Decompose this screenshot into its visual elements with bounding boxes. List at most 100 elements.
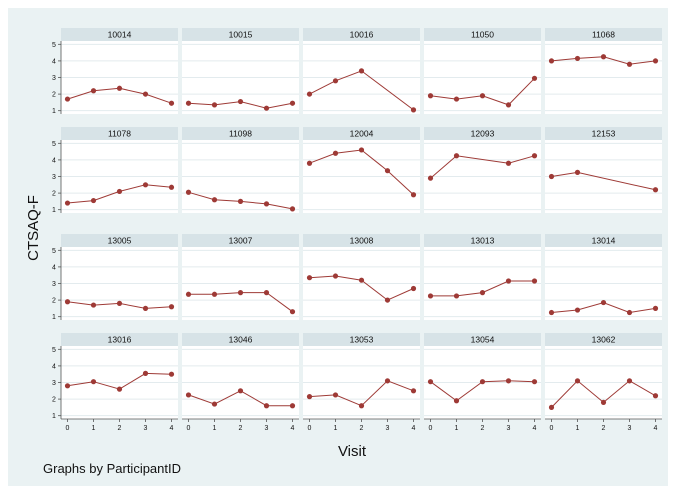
panel-12153: 12153 [545,127,662,213]
x-tick-label: 4 [291,425,295,432]
x-tick-label: 4 [533,425,537,432]
panel-header [182,127,299,140]
panel-13008: 13008 [303,234,420,320]
y-tick-label: 5 [52,141,56,148]
x-tick-label: 3 [265,425,269,432]
panel-title: 10015 [229,30,253,40]
x-tick-label: 0 [308,425,312,432]
data-point [263,403,270,409]
data-point [574,169,581,175]
y-tick-label: 1 [52,314,56,321]
panel-title: 13007 [229,236,253,246]
panel-header [303,333,420,346]
data-point [142,182,149,188]
data-point [574,378,581,384]
panel-header [545,333,662,346]
panel-header [424,333,541,346]
data-point [185,392,192,398]
data-point [652,393,659,399]
panel-10014: 10014 1 2 3 4 5 [52,28,178,115]
panel-header [303,127,420,140]
data-point [332,392,339,398]
x-tick-label: 1 [213,425,217,432]
panel-10016: 10016 [303,28,420,114]
data-point [168,100,175,106]
data-point [142,305,149,311]
data-point [358,403,365,409]
y-tick-label: 5 [52,248,56,255]
x-tick-label: 4 [654,425,658,432]
data-point [410,388,417,394]
data-point [600,399,607,406]
data-point [427,93,434,99]
panel-13053: 13053 0 1 2 3 4 [303,333,420,432]
chart-footnote: Graphs by ParticipantID [43,461,182,476]
data-point [548,404,555,410]
panel-header [424,234,541,247]
data-point [64,200,71,206]
panel-13014: 13014 [545,234,662,320]
data-point [185,100,192,106]
panel-header [545,234,662,247]
data-point [358,277,365,283]
data-point [652,305,659,311]
data-point [479,93,486,99]
x-tick-label: 1 [455,425,459,432]
x-tick-label: 1 [334,425,338,432]
y-tick-label: 3 [52,174,56,181]
panel-title: 12093 [471,129,495,139]
panel-13016: 13016 1 2 3 4 5 0 1 2 3 4 [52,333,178,432]
data-point [211,401,218,407]
data-point [453,293,460,299]
panel-title: 13054 [471,335,495,345]
data-point [289,309,296,315]
data-point [358,68,365,74]
data-point [90,88,97,94]
panel-header [424,28,541,41]
data-point [453,398,460,404]
panel-header [303,234,420,247]
x-axis-title: Visit [338,443,367,460]
y-tick-label: 4 [52,363,56,370]
data-point [90,197,97,204]
data-point [142,370,149,376]
panel-12004: 12004 [303,127,420,213]
data-point [90,302,97,308]
panel-title: 13013 [471,236,495,246]
data-point [64,299,71,305]
data-point [479,290,486,296]
x-tick-label: 4 [170,425,174,432]
data-point [427,293,434,299]
panel-title: 11078 [108,129,131,139]
data-point [505,160,512,166]
data-point [116,85,123,91]
panel-title: 13053 [350,335,374,345]
series-line [309,70,414,111]
y-tick-label: 1 [52,108,56,115]
data-point [116,386,123,392]
data-point [237,198,244,204]
data-point [211,102,218,108]
data-point [531,379,538,385]
data-point [531,75,538,81]
data-point [548,309,555,316]
panel-title: 10016 [350,30,374,40]
data-point [185,189,192,195]
panel-title: 13046 [229,335,253,345]
data-point [237,290,244,296]
y-tick-label: 2 [52,191,56,198]
x-tick-label: 1 [576,425,580,432]
panel-title: 11098 [229,129,252,139]
data-point [289,206,296,212]
data-point [531,278,538,284]
x-tick-label: 2 [481,425,485,432]
panel-13046: 13046 0 1 2 3 4 [182,333,299,432]
data-point [548,58,555,64]
y-tick-label: 1 [52,413,56,420]
y-tick-label: 4 [52,157,56,164]
panel-header [61,28,178,41]
data-point [64,96,71,102]
data-point [263,290,270,296]
